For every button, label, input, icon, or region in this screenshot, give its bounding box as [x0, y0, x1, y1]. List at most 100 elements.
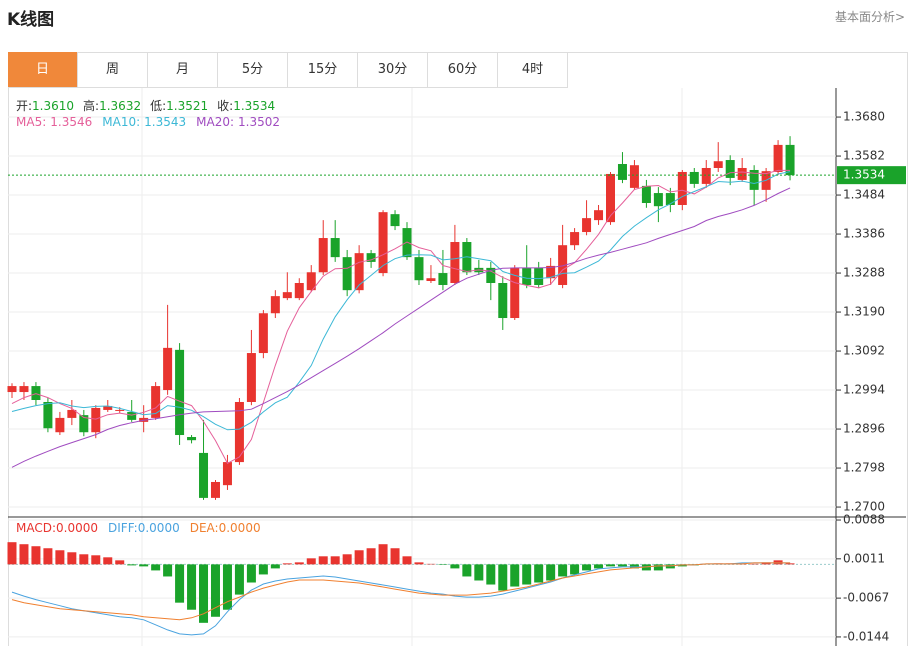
macd-bar — [163, 564, 173, 577]
series-line — [11, 562, 791, 621]
candle-body — [594, 210, 604, 221]
candle-body — [19, 386, 29, 393]
macd-bar — [210, 564, 220, 617]
candle-body — [785, 144, 795, 176]
analysis-link[interactable]: 基本面分析> — [834, 10, 905, 24]
macd-bar — [594, 564, 604, 569]
macd-bar — [606, 564, 615, 567]
candle-body — [713, 161, 723, 168]
macd-bar — [19, 544, 29, 565]
chart-frame — [8, 52, 908, 646]
macd-bar — [366, 548, 376, 565]
page-title: K线图 — [7, 10, 55, 30]
macd-bar — [103, 557, 113, 565]
macd-bar — [617, 564, 627, 567]
candle-body — [426, 278, 436, 282]
candle-body — [175, 349, 185, 436]
legend-name: MA5: — [16, 115, 47, 129]
candle-body — [486, 267, 496, 283]
candle-body — [773, 144, 783, 172]
macd-bar — [258, 564, 268, 575]
y-tick-label: 0.0088 — [843, 513, 885, 527]
legend-value: 0.0000 — [137, 521, 180, 535]
macd-bar — [199, 564, 209, 623]
legend-name: DIFF: — [108, 521, 138, 535]
macd-bar — [151, 564, 161, 571]
candle-body — [199, 452, 209, 498]
y-tick-label: 1.3092 — [843, 344, 885, 358]
legend-item: MA5: 1.3546 — [16, 115, 92, 129]
tab-bar: 日周月 5分 15分 30分 60分 4时 — [8, 52, 568, 88]
legend-name: MACD: — [16, 521, 57, 535]
tab[interactable]: 日 — [8, 52, 78, 88]
macd-bar — [175, 564, 185, 603]
tab[interactable]: 5分 — [218, 52, 288, 88]
macd-bar — [773, 560, 783, 565]
candle-body — [115, 409, 125, 411]
macd-bar — [270, 564, 280, 569]
candle-body — [294, 283, 304, 299]
tab[interactable]: 4时 — [498, 52, 568, 88]
candle-body — [318, 238, 328, 273]
macd-bar — [67, 552, 77, 565]
legend-item: MA10: 1.3543 — [102, 115, 186, 129]
candle-body — [390, 214, 400, 227]
y-tick-label: 1.2798 — [843, 461, 885, 475]
candle-body — [701, 167, 711, 184]
info-label: 收: — [217, 99, 234, 113]
candle-body — [414, 257, 424, 281]
candle-body — [522, 267, 532, 285]
candle-body — [151, 386, 161, 418]
candle-body — [438, 273, 448, 285]
macd-bar — [91, 555, 101, 565]
candle-body — [342, 257, 352, 291]
macd-bar — [510, 564, 520, 587]
macd-bar — [785, 563, 795, 565]
candle-body — [534, 267, 544, 285]
macd-bar — [438, 564, 448, 565]
tab[interactable]: 60分 — [428, 52, 498, 88]
series-line — [11, 169, 791, 464]
tab[interactable]: 周 — [78, 52, 148, 88]
tab[interactable]: 30分 — [358, 52, 428, 88]
macd-bar — [378, 544, 388, 565]
info-label: 高: — [83, 99, 100, 113]
macd-bar — [222, 564, 232, 610]
macd-bar — [7, 542, 17, 565]
macd-bar — [534, 564, 544, 583]
ohlc-info: 开:1.3610 高:1.3632 低:1.3521 收:1.3534 — [16, 97, 275, 114]
legend-value: 1.3546 — [50, 115, 93, 129]
legend-item: DEA:0.0000 — [190, 521, 261, 535]
macd-bar — [79, 554, 89, 565]
y-tick-label: -0.0067 — [843, 591, 889, 605]
legend-item: DIFF:0.0000 — [108, 521, 180, 535]
candle-body — [270, 296, 280, 314]
legend-item: MA20: 1.3502 — [196, 115, 280, 129]
candle-body — [510, 267, 520, 319]
macd-bar — [55, 550, 65, 565]
candle-body — [258, 313, 268, 354]
macd-bar — [31, 546, 41, 565]
macd-bar — [570, 564, 580, 575]
info-value: 1.3610 — [32, 99, 75, 113]
macd-bar — [629, 564, 639, 569]
y-tick-label: 1.3484 — [843, 188, 885, 202]
legend-name: DEA: — [189, 521, 219, 535]
candle-body — [7, 386, 17, 393]
macd-bar — [234, 564, 244, 595]
tab[interactable]: 15分 — [288, 52, 358, 88]
legend-value: 1.3543 — [144, 115, 187, 129]
macd-bar — [462, 564, 472, 577]
macd-bar — [402, 556, 412, 565]
candle-body — [498, 283, 508, 319]
candle-body — [282, 292, 292, 299]
candle-body — [234, 401, 244, 463]
tab[interactable]: 月 — [148, 52, 218, 88]
candle-body — [570, 232, 580, 246]
y-tick-label: 1.2994 — [843, 383, 885, 397]
macd-bar — [115, 560, 125, 565]
candle-body — [725, 160, 735, 178]
candle-body — [737, 167, 747, 180]
macd-bar — [354, 550, 364, 565]
candle-body — [641, 185, 651, 204]
